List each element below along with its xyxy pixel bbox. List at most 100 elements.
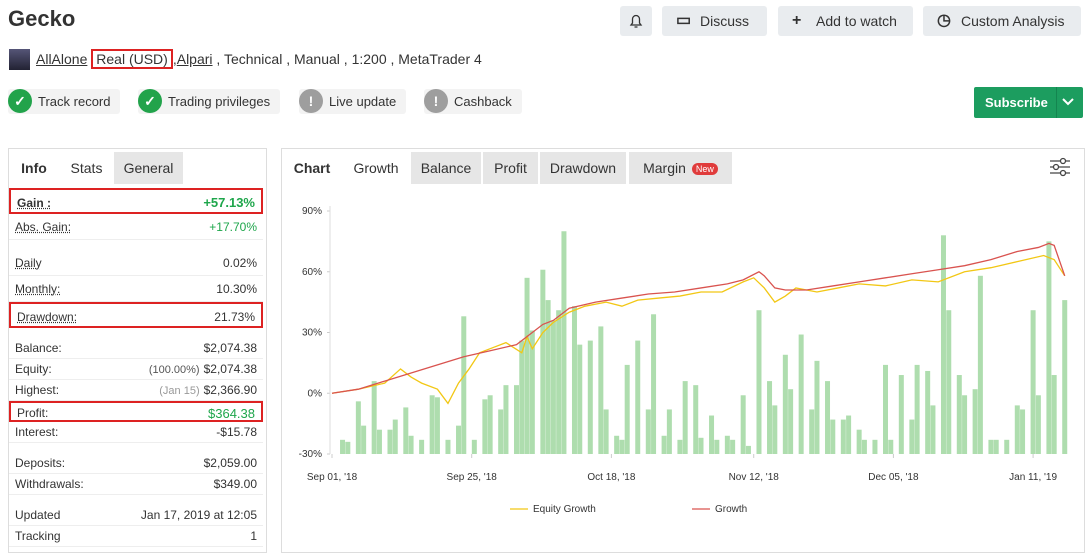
bar: [861, 439, 867, 454]
button-icon: +: [792, 12, 802, 29]
owner-link[interactable]: AllAlone: [36, 51, 88, 67]
row-value: Jan 17, 2019 at 12:05: [141, 505, 257, 526]
button-label: Discuss: [700, 13, 750, 29]
button-icon: ◷: [937, 12, 951, 29]
row-value: $364.38: [208, 403, 255, 424]
bar: [577, 344, 583, 454]
bar: [1014, 405, 1020, 454]
row-label: Monthly:: [15, 282, 61, 296]
bar: [872, 439, 878, 454]
row-label: Withdrawals:: [15, 477, 84, 491]
row-value: 1: [250, 526, 257, 547]
chart-tab-label: Growth: [353, 160, 399, 176]
bar: [345, 441, 351, 454]
header-button[interactable]: ◷ Custom Analysis: [923, 6, 1081, 36]
bar: [392, 419, 398, 454]
bar: [1004, 439, 1010, 454]
badge-label: Track record: [38, 94, 111, 109]
bar: [419, 439, 425, 454]
bar: [571, 306, 577, 454]
info-row: Gain : +57.13%: [9, 188, 263, 214]
bar: [993, 439, 999, 454]
row-value-text: $2,366.90: [203, 383, 257, 397]
row-value: +17.70%: [209, 214, 257, 240]
bar: [988, 439, 994, 454]
bar: [545, 300, 551, 454]
bar: [403, 407, 409, 454]
bar: [1020, 409, 1026, 454]
x-tick-label: Sep 01, '18: [307, 472, 358, 483]
bar: [1046, 241, 1052, 454]
bar: [1030, 310, 1036, 454]
bar: [730, 439, 736, 454]
row-label: Tracking: [15, 529, 61, 543]
settings-icon[interactable]: [1048, 156, 1072, 178]
row-label: Abs. Gain:: [15, 220, 72, 234]
chart-tab-label: Profit: [494, 160, 527, 176]
badge: ✓ Track record: [8, 89, 121, 114]
y-tick-label: 60%: [302, 267, 322, 278]
button-icon: ▭: [676, 12, 692, 29]
bar: [825, 381, 831, 454]
chart-tab[interactable]: Profit: [483, 152, 538, 184]
account-line: AllAlone Real (USD) ,Alpari , Technical ,…: [36, 49, 482, 69]
badge-icon: ✓: [8, 89, 32, 113]
bar: [603, 409, 609, 454]
subscribe-button[interactable]: Subscribe: [974, 87, 1083, 118]
y-tick-label: 90%: [302, 206, 322, 217]
bar: [514, 385, 519, 454]
badge: ✓ Trading privileges: [138, 89, 281, 114]
chart-tab-label: Balance: [420, 160, 472, 176]
subscribe-label: Subscribe: [985, 95, 1048, 110]
bell-button[interactable]: [620, 6, 652, 36]
row-value-text: Jan 17, 2019 at 12:05: [140, 508, 257, 522]
bar: [788, 389, 794, 454]
row-label: Balance:: [15, 341, 62, 355]
row-label: Daily: [15, 256, 42, 270]
separator: ,: [172, 51, 177, 67]
chart-tab[interactable]: Growth: [342, 152, 410, 184]
chart-panel: [281, 148, 1085, 553]
bar: [635, 340, 641, 454]
bar: [376, 429, 382, 454]
badge: ! Live update: [299, 89, 407, 114]
info-tab[interactable]: General: [114, 152, 183, 184]
bar: [782, 354, 788, 454]
broker-link[interactable]: Alpari: [176, 51, 213, 67]
chart-tab[interactable]: Drawdown: [540, 152, 626, 184]
info-tab[interactable]: Stats: [59, 152, 114, 184]
info-row: Updated Jan 17, 2019 at 12:05: [9, 505, 263, 526]
badge-label: Live update: [329, 94, 397, 109]
row-label: Gain :: [17, 196, 52, 210]
header-button[interactable]: ▭ Discuss: [662, 6, 767, 36]
bar: [756, 310, 762, 454]
bar: [429, 395, 435, 454]
badge-icon: ✓: [138, 89, 162, 113]
bar: [661, 435, 667, 454]
bar: [972, 389, 978, 454]
bar: [693, 385, 699, 454]
bar: [361, 425, 367, 454]
row-value-text: +17.70%: [209, 220, 257, 234]
bar: [482, 399, 488, 454]
bar: [561, 231, 567, 454]
row-value-text: 1: [250, 529, 257, 543]
x-tick-label: Dec 05, '18: [868, 472, 919, 483]
info-tab[interactable]: Info: [21, 160, 47, 176]
chart-tab[interactable]: Balance: [411, 152, 481, 184]
bar: [898, 375, 904, 454]
series-line: [331, 254, 1066, 405]
bar: [682, 381, 688, 454]
bar: [598, 326, 604, 454]
row-label: Drawdown:: [17, 310, 78, 324]
row-label: Profit:: [17, 406, 49, 420]
chart-label: Chart: [293, 160, 331, 176]
info-row: Tracking 1: [9, 526, 263, 547]
chart-tab[interactable]: Margin New: [629, 152, 732, 184]
bar: [556, 310, 562, 454]
row-value: $349.00: [214, 474, 257, 495]
header-button[interactable]: + Add to watch: [778, 6, 913, 36]
bar: [587, 340, 593, 454]
bar: [619, 439, 625, 454]
bar: [846, 415, 852, 454]
